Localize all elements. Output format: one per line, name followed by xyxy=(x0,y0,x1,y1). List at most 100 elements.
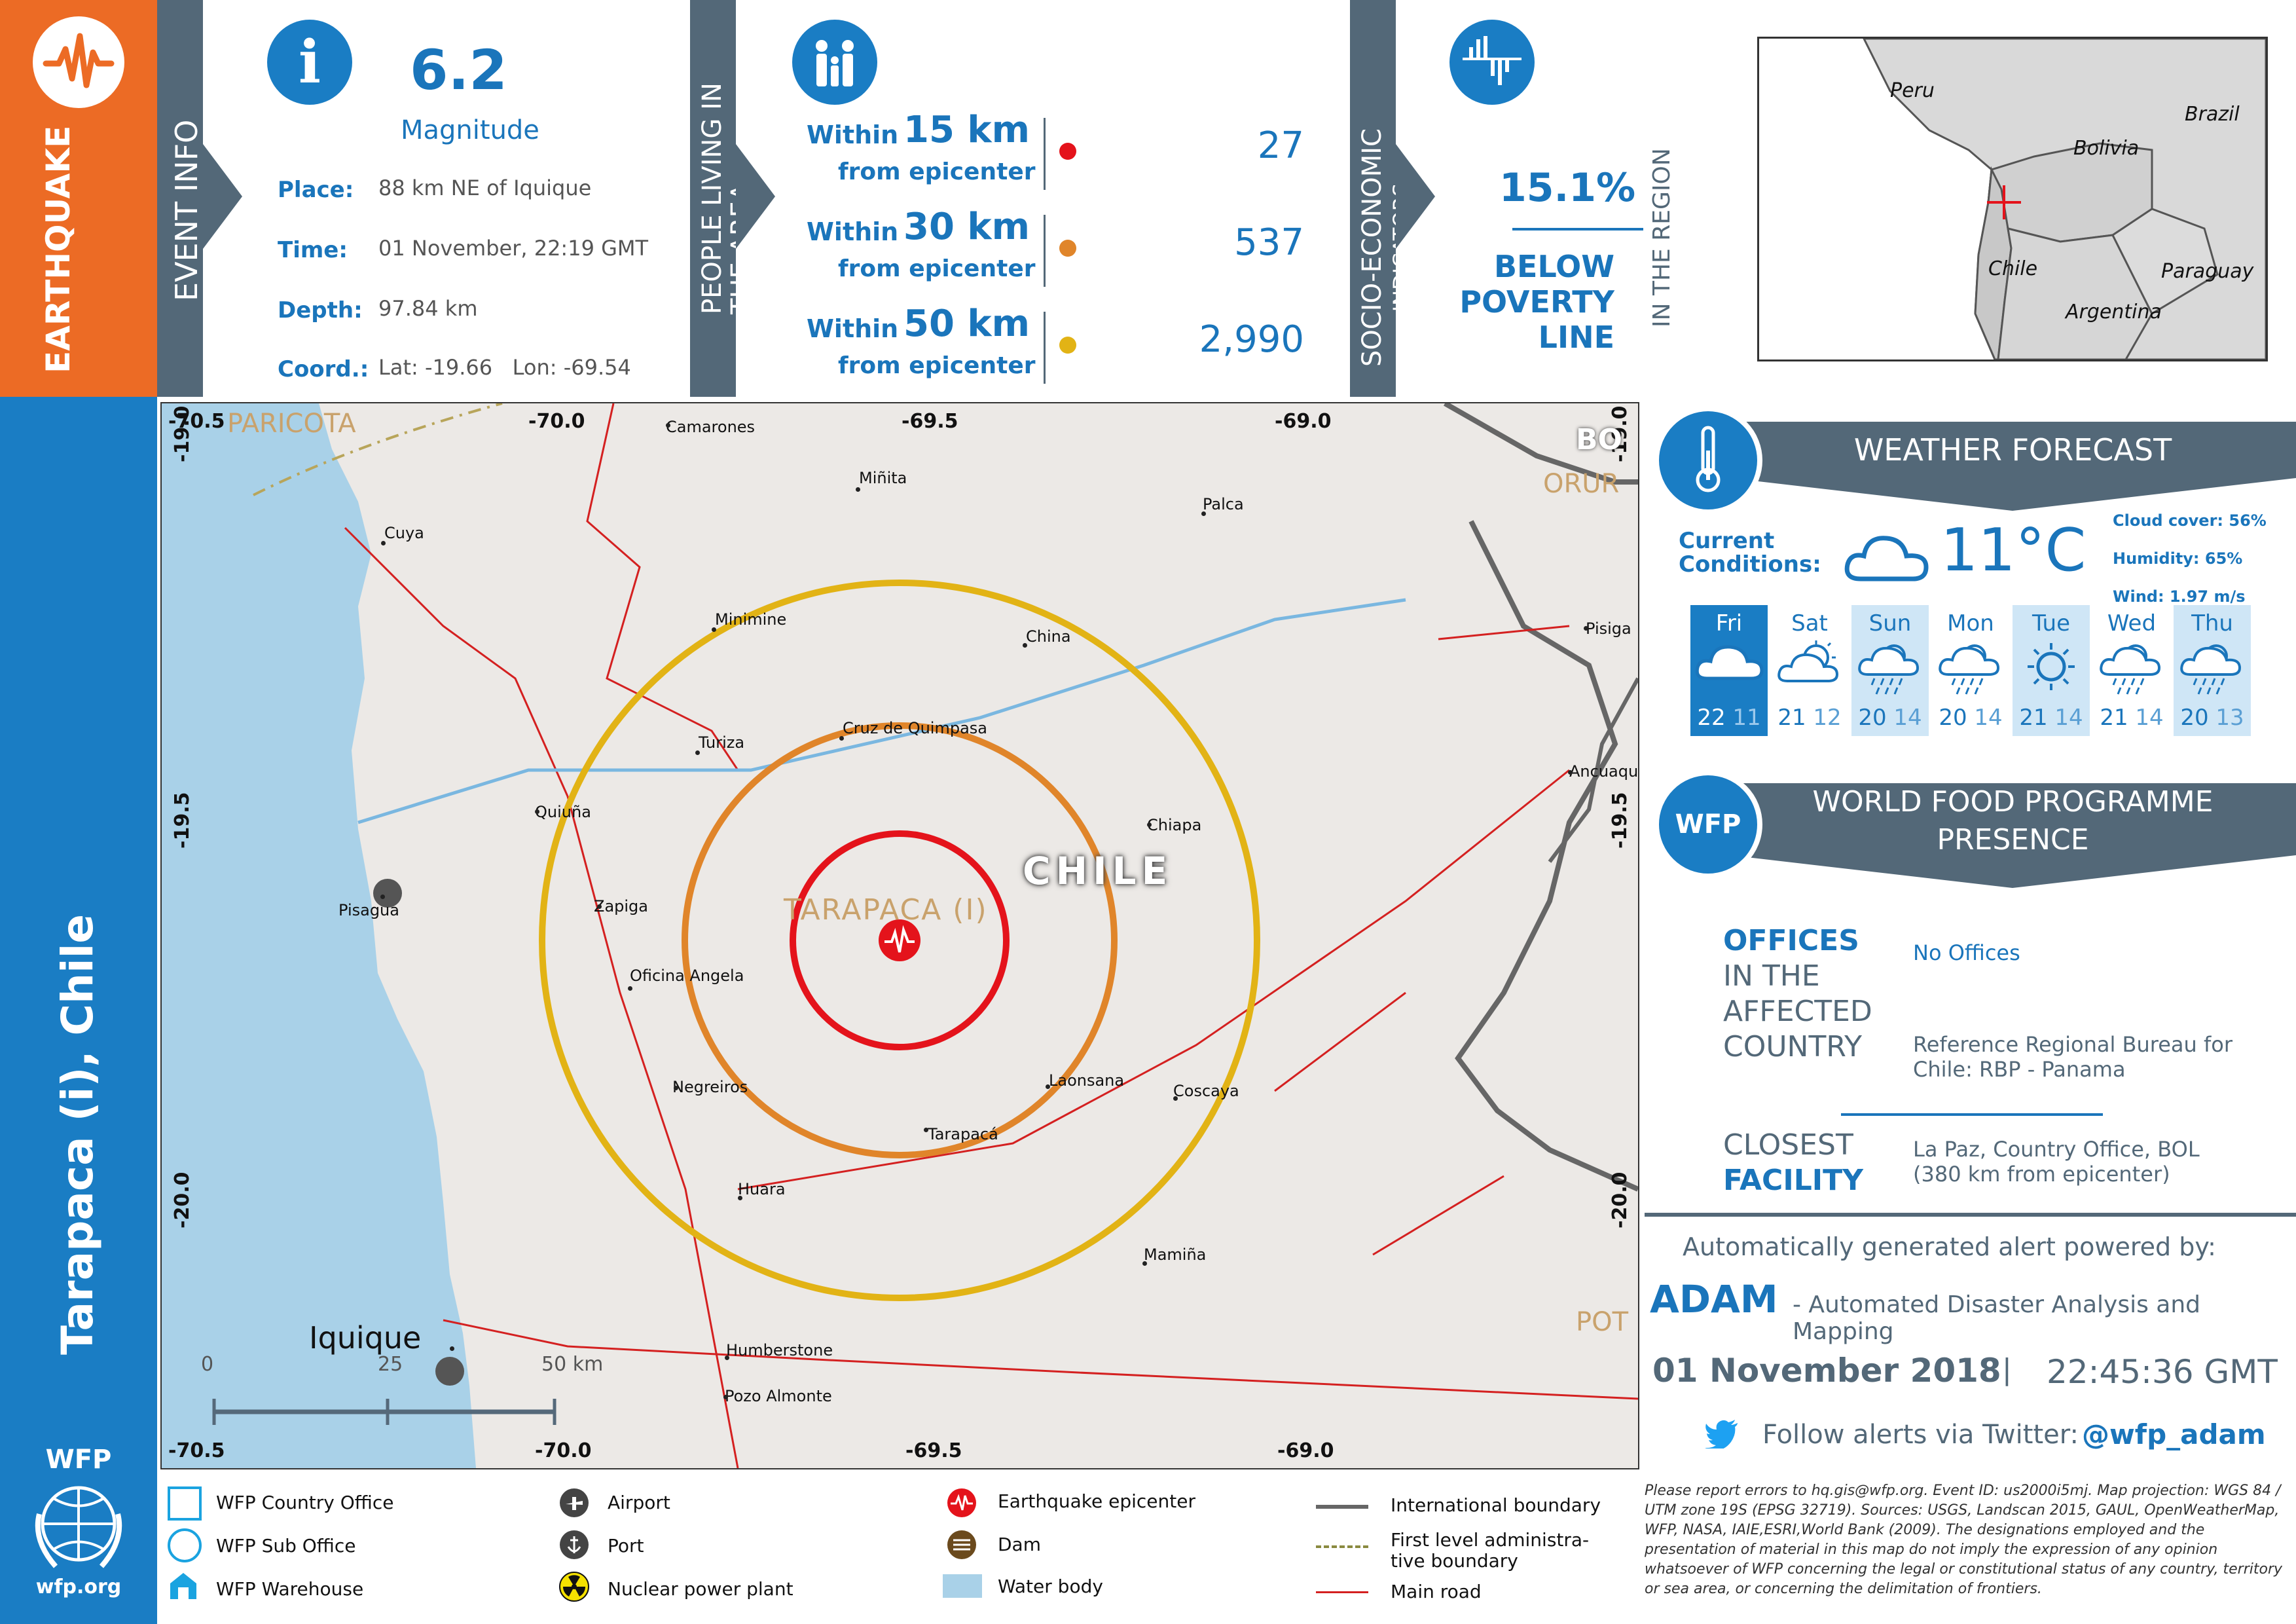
coord-value: Lat: -19.66 Lon: -69.54 xyxy=(378,355,631,380)
iquique-port-icon xyxy=(435,1357,464,1386)
town-label: Minimine xyxy=(715,610,787,629)
legend-water: Water body xyxy=(998,1576,1103,1597)
town-marker xyxy=(597,904,602,909)
ring-population: 537 xyxy=(1234,221,1304,264)
warehouse-icon xyxy=(170,1573,196,1599)
town-marker xyxy=(856,487,860,492)
intl-boundary-swatch xyxy=(1316,1505,1368,1509)
intl-boundary-inner xyxy=(1548,677,1638,863)
forecast-day-name: Sat xyxy=(1791,610,1828,637)
town-label: Quiuña xyxy=(535,803,591,821)
sun-icon xyxy=(2028,643,2075,690)
road-south xyxy=(443,1319,1638,1400)
legend-country-office: WFP Country Office xyxy=(216,1492,394,1513)
town-marker xyxy=(674,1086,678,1090)
town-label: Huara xyxy=(738,1180,786,1198)
ring-distance: 30 km xyxy=(903,206,1030,248)
poverty-line-2: POVERTY xyxy=(1459,284,1614,320)
main-map[interactable]: -70.5 -70.0 -69.5 -69.0 -70.5 -70.0 -69.… xyxy=(160,402,1639,1469)
closest-label-1: CLOSEST xyxy=(1723,1128,1853,1162)
legend-epicenter: Earthquake epicenter xyxy=(998,1490,1195,1512)
town-label: Zapiga xyxy=(594,897,648,915)
coord-bottom-4: -69.0 xyxy=(1277,1439,1334,1462)
town-marker xyxy=(380,895,385,899)
town-label: Cuya xyxy=(384,524,424,542)
wfp-header-arrow xyxy=(1730,855,2296,888)
town-marker xyxy=(666,423,670,428)
twitter-handle[interactable]: @wfp_adam xyxy=(2082,1418,2266,1450)
ring-population: 2,990 xyxy=(1199,318,1304,361)
ring-within-label: Within xyxy=(807,217,899,246)
forecast-day: Thu 20 13 xyxy=(2174,605,2251,736)
twitter-prefix: Follow alerts via Twitter: xyxy=(1762,1420,2079,1450)
coord-right-2: -19.5 xyxy=(1609,792,1631,849)
depth-label: Depth: xyxy=(278,297,363,323)
legend-intl-boundary: International boundary xyxy=(1391,1494,1601,1516)
magnitude-value: 6.2 xyxy=(410,38,507,102)
coord-top-4: -69.0 xyxy=(1275,410,1332,433)
bureau-value: Reference Regional Bureau for Chile: RBP… xyxy=(1913,1032,2232,1082)
legend-sub-office: WFP Sub Office xyxy=(216,1535,356,1557)
wfp-logo-text: WFP xyxy=(45,1445,112,1475)
town-label: Cruz de Quimpasa xyxy=(843,719,987,737)
event-info-label: EVENT INFO xyxy=(169,119,204,301)
wfp-presence-panel: WORLD FOOD PROGRAMME PRESENCE WFP OFFICE… xyxy=(1645,770,2296,1213)
forecast-high: 22 xyxy=(1697,705,1726,731)
twitter-icon[interactable] xyxy=(1705,1420,1739,1449)
inset-label-peru: Peru xyxy=(1890,79,1935,102)
intl-boundary-east xyxy=(1455,520,1638,1192)
closest-value-2: (380 km from epicenter) xyxy=(1913,1162,2170,1187)
town-marker xyxy=(1568,770,1573,775)
current-cloud-icon xyxy=(1844,536,1929,581)
ring-30km xyxy=(682,722,1118,1158)
forecast-high: 21 xyxy=(1777,705,1806,731)
inset-map-shapes xyxy=(1863,39,2266,360)
bureau-value-1: Reference Regional Bureau for xyxy=(1913,1032,2232,1057)
ring-from-label: from epicenter xyxy=(838,158,1036,185)
current-temperature: 11°C xyxy=(1941,516,2086,585)
ring-50km xyxy=(539,580,1260,1301)
epicenter-icon xyxy=(879,919,920,961)
family-icon xyxy=(792,20,877,105)
town-label: Miñita xyxy=(859,469,907,487)
adam-label: ADAM xyxy=(1650,1277,1778,1321)
neighbor-label-paricota: PARICOTA xyxy=(227,409,356,439)
ring-within-label: Within xyxy=(807,314,899,343)
wfp-header: WORLD FOOD PROGRAMME PRESENCE xyxy=(1730,783,2296,857)
town-marker xyxy=(450,1346,454,1351)
town-marker xyxy=(1142,1261,1147,1266)
town-label: Pisiga xyxy=(1586,619,1631,638)
ring-distance: 50 km xyxy=(903,303,1030,345)
thermometer-icon xyxy=(1654,406,1762,515)
socio-label-1: SOCIO-ECONOMIC xyxy=(1357,128,1387,367)
inset-label-argentina: Argentina xyxy=(2066,301,2162,323)
event-info-tab: EVENT INFO xyxy=(157,0,204,397)
ring-color-dot xyxy=(1059,143,1076,160)
map-shapes xyxy=(162,403,1638,1468)
poverty-divider xyxy=(1512,228,1643,231)
inset-label-paraguay: Paraguay xyxy=(2161,260,2254,283)
wfp-logo: WFP wfp.org xyxy=(20,1445,137,1598)
seismograph-icon xyxy=(33,16,124,108)
coord-label: Coord.: xyxy=(278,356,369,382)
ring-population: 27 xyxy=(1257,124,1304,167)
town-label: Pozo Almonte xyxy=(725,1387,832,1405)
ring-row: Within 30 km from epicenter 537 xyxy=(807,206,1317,293)
airport-icon xyxy=(560,1488,589,1517)
legend-main-road: Main road xyxy=(1391,1581,1482,1602)
socio-arrow xyxy=(1396,144,1435,249)
legend-dam: Dam xyxy=(998,1534,1041,1555)
road-north xyxy=(586,403,739,771)
forecast-day: Fri 22 11 xyxy=(1690,605,1768,736)
forecast-day: Sun 20 14 xyxy=(1851,605,1929,736)
main-road-swatch xyxy=(1316,1591,1368,1593)
offices-value: No Offices xyxy=(1913,940,2020,965)
town-label: China xyxy=(1026,627,1071,646)
weather-header: WEATHER FORECAST xyxy=(1730,422,2296,478)
epicenter-legend-icon xyxy=(947,1488,976,1517)
inset-map: Peru Brazil Bolivia Chile Paraguay Argen… xyxy=(1757,37,2268,361)
forecast-day-name: Fri xyxy=(1715,610,1743,637)
coord-bottom-2: -70.0 xyxy=(535,1439,592,1462)
closest-label-2: FACILITY xyxy=(1723,1164,1864,1197)
time-value: 01 November, 22:19 GMT xyxy=(378,236,649,261)
